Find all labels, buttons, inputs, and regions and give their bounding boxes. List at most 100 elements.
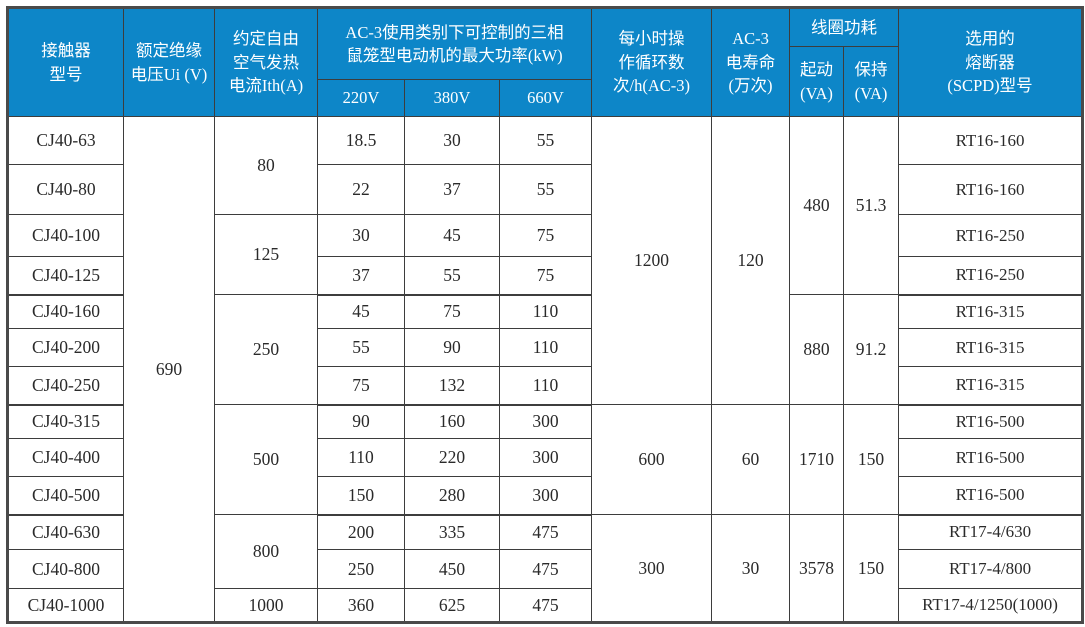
power-660-cell: 55 bbox=[498, 164, 593, 215]
power-660-cell: 475 bbox=[498, 514, 593, 550]
power-220-cell: 37 bbox=[317, 256, 405, 296]
thermal-current-cell: 80 bbox=[214, 116, 318, 215]
power-380-cell: 55 bbox=[404, 256, 500, 296]
thermal-current-cell: 1000 bbox=[214, 588, 318, 623]
cycles-cell: 1200 bbox=[591, 116, 713, 405]
power-220-cell: 250 bbox=[317, 549, 405, 589]
power-380-cell: 75 bbox=[404, 294, 500, 329]
fuse-cell: RT16-160 bbox=[898, 164, 1084, 215]
power-380-cell: 280 bbox=[404, 476, 500, 516]
fuse-cell: RT17-4/1250(1000) bbox=[898, 588, 1084, 623]
header-220v: 220V bbox=[317, 79, 405, 117]
power-660-cell: 300 bbox=[498, 476, 593, 516]
model-cell: CJ40-63 bbox=[7, 116, 124, 165]
fuse-cell: RT17-4/800 bbox=[898, 549, 1084, 589]
fuse-cell: RT16-250 bbox=[898, 256, 1084, 296]
coil-hold-cell: 150 bbox=[843, 514, 900, 623]
power-220-cell: 75 bbox=[317, 366, 405, 406]
power-380-cell: 90 bbox=[404, 328, 500, 367]
thermal-current-cell: 250 bbox=[214, 294, 318, 405]
model-cell: CJ40-250 bbox=[7, 366, 124, 406]
coil-start-cell: 880 bbox=[789, 294, 845, 405]
insulation-voltage-cell: 690 bbox=[123, 116, 215, 623]
coil-hold-cell: 150 bbox=[843, 404, 900, 515]
fuse-cell: RT16-500 bbox=[898, 404, 1084, 439]
coil-start-cell: 3578 bbox=[789, 514, 845, 623]
life-cell: 60 bbox=[711, 404, 791, 515]
header-fuse-type: 选用的 熔断器 (SCPD)型号 bbox=[898, 7, 1084, 117]
fuse-cell: RT16-250 bbox=[898, 214, 1084, 257]
fuse-cell: RT16-315 bbox=[898, 328, 1084, 367]
power-380-cell: 160 bbox=[404, 404, 500, 439]
life-cell: 120 bbox=[711, 116, 791, 405]
header-ac3-max-power-group: AC-3使用类别下可控制的三相 鼠笼型电动机的最大功率(kW) bbox=[316, 7, 593, 80]
power-660-cell: 75 bbox=[498, 214, 593, 257]
power-660-cell: 475 bbox=[498, 549, 593, 589]
header-operating-cycles: 每小时操 作循环数 次/h(AC-3) bbox=[591, 7, 713, 117]
power-220-cell: 200 bbox=[317, 514, 405, 550]
fuse-cell: RT16-500 bbox=[898, 438, 1084, 477]
coil-start-cell: 480 bbox=[789, 116, 845, 295]
header-380v: 380V bbox=[404, 79, 500, 117]
model-cell: CJ40-400 bbox=[7, 438, 124, 477]
power-380-cell: 335 bbox=[404, 514, 500, 550]
header-coil-hold: 保持 (VA) bbox=[843, 46, 900, 117]
model-cell: CJ40-500 bbox=[7, 476, 124, 516]
power-220-cell: 150 bbox=[317, 476, 405, 516]
contactor-spec-table: 接触器 型号 额定绝缘 电压Ui (V) 约定自由 空气发热 电流Ith(A) … bbox=[6, 6, 1085, 624]
model-cell: CJ40-200 bbox=[7, 328, 124, 367]
thermal-current-cell: 800 bbox=[214, 514, 318, 589]
header-coil-start: 起动 (VA) bbox=[789, 46, 845, 117]
power-380-cell: 450 bbox=[404, 549, 500, 589]
power-220-cell: 90 bbox=[317, 404, 405, 439]
power-380-cell: 37 bbox=[404, 164, 500, 215]
fuse-cell: RT16-315 bbox=[898, 294, 1084, 329]
coil-start-cell: 1710 bbox=[789, 404, 845, 515]
life-cell: 30 bbox=[711, 514, 791, 623]
header-thermal-current: 约定自由 空气发热 电流Ith(A) bbox=[214, 7, 318, 117]
model-cell: CJ40-800 bbox=[7, 549, 124, 589]
power-220-cell: 18.5 bbox=[317, 116, 405, 165]
header-coil-power-group: 线圈功耗 bbox=[789, 7, 900, 47]
thermal-current-cell: 125 bbox=[214, 214, 318, 295]
coil-hold-cell: 91.2 bbox=[843, 294, 900, 405]
power-220-cell: 45 bbox=[317, 294, 405, 329]
power-660-cell: 110 bbox=[498, 366, 593, 406]
coil-hold-cell: 51.3 bbox=[843, 116, 900, 295]
model-cell: CJ40-160 bbox=[7, 294, 124, 329]
power-660-cell: 55 bbox=[498, 116, 593, 165]
header-insulation-voltage: 额定绝缘 电压Ui (V) bbox=[123, 7, 215, 117]
fuse-cell: RT16-315 bbox=[898, 366, 1084, 406]
cycles-cell: 300 bbox=[591, 514, 713, 623]
power-220-cell: 360 bbox=[317, 588, 405, 623]
header-660v: 660V bbox=[498, 79, 593, 117]
power-660-cell: 300 bbox=[498, 438, 593, 477]
model-cell: CJ40-630 bbox=[7, 514, 124, 550]
power-220-cell: 55 bbox=[317, 328, 405, 367]
power-220-cell: 30 bbox=[317, 214, 405, 257]
power-660-cell: 475 bbox=[498, 588, 593, 623]
model-cell: CJ40-315 bbox=[7, 404, 124, 439]
power-220-cell: 110 bbox=[317, 438, 405, 477]
power-380-cell: 45 bbox=[404, 214, 500, 257]
model-cell: CJ40-1000 bbox=[7, 588, 124, 623]
thermal-current-cell: 500 bbox=[214, 404, 318, 515]
power-660-cell: 110 bbox=[498, 328, 593, 367]
power-220-cell: 22 bbox=[317, 164, 405, 215]
power-660-cell: 110 bbox=[498, 294, 593, 329]
fuse-cell: RT17-4/630 bbox=[898, 514, 1084, 550]
power-660-cell: 75 bbox=[498, 256, 593, 296]
fuse-cell: RT16-500 bbox=[898, 476, 1084, 516]
model-cell: CJ40-125 bbox=[7, 256, 124, 296]
power-380-cell: 625 bbox=[404, 588, 500, 623]
power-380-cell: 220 bbox=[404, 438, 500, 477]
model-cell: CJ40-100 bbox=[7, 214, 124, 257]
header-ac3-life: AC-3 电寿命 (万次) bbox=[711, 7, 791, 117]
model-cell: CJ40-80 bbox=[7, 164, 124, 215]
power-660-cell: 300 bbox=[498, 404, 593, 439]
cycles-cell: 600 bbox=[591, 404, 713, 515]
power-380-cell: 132 bbox=[404, 366, 500, 406]
power-380-cell: 30 bbox=[404, 116, 500, 165]
header-contactor-model: 接触器 型号 bbox=[7, 7, 124, 117]
